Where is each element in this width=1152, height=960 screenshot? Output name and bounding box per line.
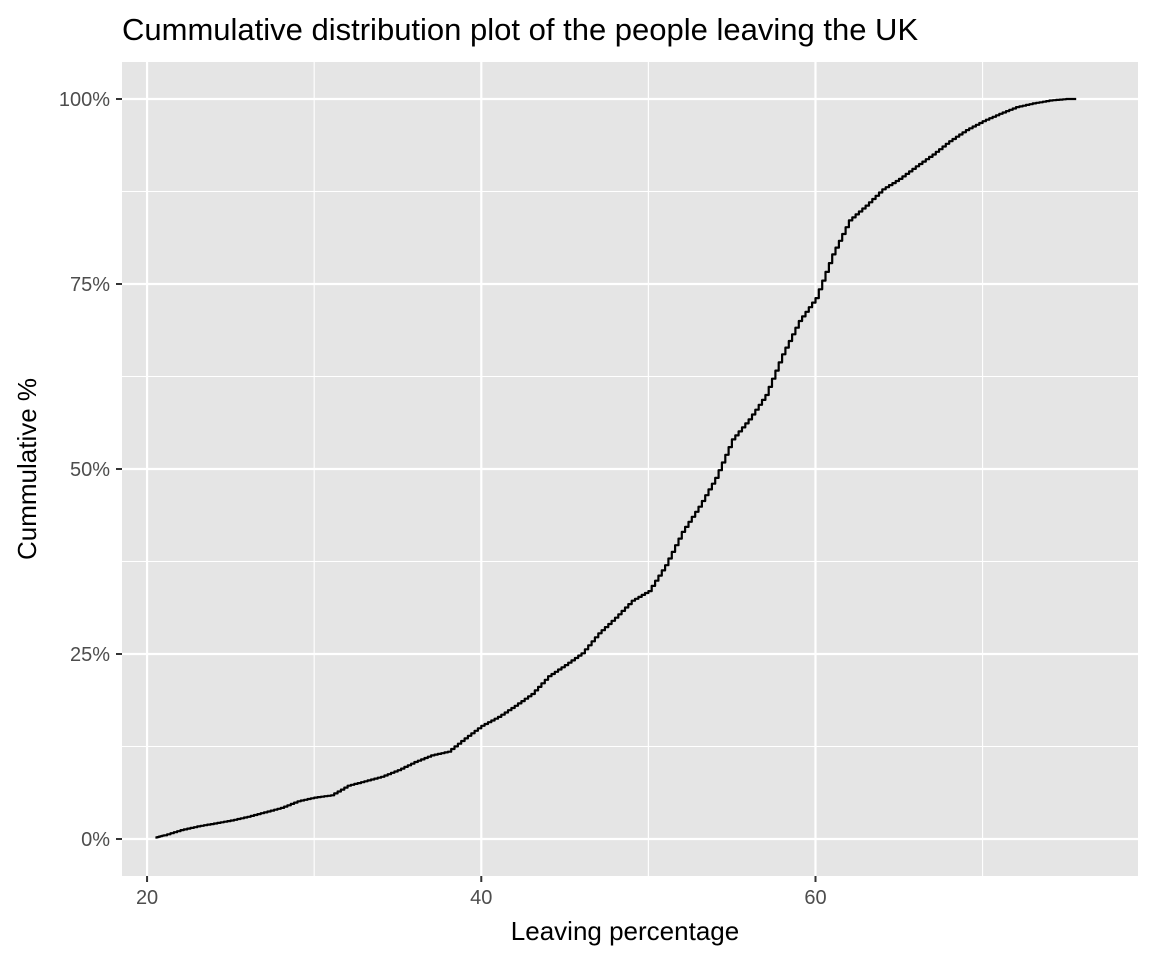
y-axis-title: Cummulative % — [12, 378, 42, 560]
ecdf-series-line — [155, 97, 1077, 839]
x-axis-title: Leaving percentage — [511, 916, 739, 946]
x-axis: 20 40 60 — [136, 876, 827, 909]
y-tick-label-0: 0% — [81, 829, 110, 851]
x-tick-label-0: 20 — [136, 887, 158, 909]
chart-title: Cummulative distribution plot of the peo… — [122, 12, 918, 47]
x-tick-label-1: 40 — [470, 887, 492, 909]
y-tick-label-3: 75% — [70, 274, 110, 296]
y-tick-label-4: 100% — [59, 89, 110, 111]
y-axis: 0% 25% 50% 75% 100% — [59, 89, 122, 851]
y-tick-label-2: 50% — [70, 459, 110, 481]
grid-lines — [122, 62, 1138, 876]
y-tick-label-1: 25% — [70, 644, 110, 666]
x-tick-label-2: 60 — [804, 887, 826, 909]
